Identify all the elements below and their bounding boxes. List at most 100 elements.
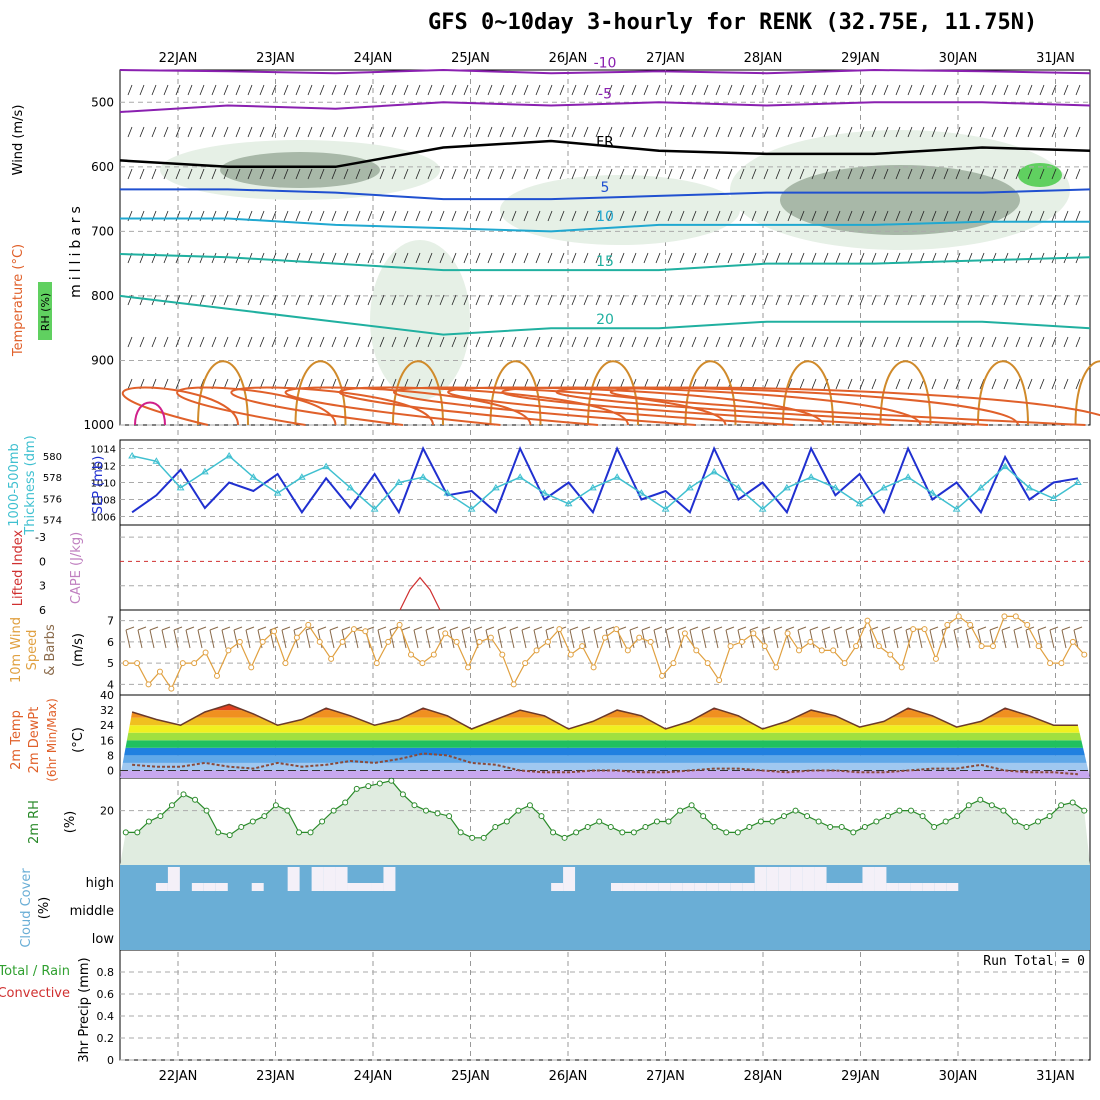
wind-barb — [199, 168, 205, 180]
wind-barb — [415, 210, 421, 222]
cloud-gap-bar — [203, 883, 216, 891]
wind-barb — [571, 84, 577, 96]
rh-point — [723, 829, 730, 836]
ylabel-2m-temp: 2m Temp — [9, 710, 24, 770]
wind-barb — [1015, 168, 1021, 180]
wind-barb-10m — [329, 626, 339, 631]
wind-barb-10m — [701, 626, 711, 631]
rh-point — [503, 818, 510, 825]
wind-barb — [391, 336, 397, 348]
wind-barb — [703, 84, 709, 96]
wind-barb — [679, 294, 685, 306]
wind-point — [122, 660, 129, 667]
wind-barb-10m — [869, 629, 875, 649]
wind-barb — [1003, 252, 1009, 264]
wind-barb — [607, 294, 613, 306]
rh-point — [873, 818, 880, 825]
wind-barb — [1051, 126, 1057, 138]
wind-barb — [1015, 210, 1021, 222]
wind-barb — [787, 210, 793, 222]
wind-barb-10m — [509, 629, 515, 649]
isotherm-line — [120, 188, 1091, 201]
wind-point — [830, 647, 837, 654]
thickness-point — [976, 483, 985, 491]
thickness-point — [734, 483, 743, 491]
wind-barb-10m — [893, 626, 903, 631]
wind-barb — [1039, 168, 1045, 180]
wind-barb — [523, 168, 529, 180]
precip-run-total: Run Total = 0 — [983, 954, 1085, 969]
rh-point — [423, 807, 430, 814]
wind-barb — [367, 210, 373, 222]
wind-barb — [355, 168, 361, 180]
wind-barb — [1015, 84, 1021, 96]
rh-tick-label: 20 — [100, 805, 114, 818]
wind-barb — [547, 168, 553, 180]
wind-barb-10m — [125, 626, 135, 631]
rh-point — [249, 818, 256, 825]
wind-point — [944, 621, 951, 628]
wind-barb — [1051, 210, 1057, 222]
rh-point — [619, 829, 626, 836]
li-tick-label: 0 — [39, 555, 46, 568]
wind-barb — [919, 210, 925, 222]
wind-barb — [667, 84, 673, 96]
wind-barb-10m — [401, 626, 411, 631]
ylabel-rh: RH (%) — [39, 293, 52, 331]
wind-barb — [835, 378, 841, 390]
wind-barb — [403, 168, 409, 180]
wind-point — [921, 626, 928, 633]
thickness-point — [904, 473, 913, 480]
wind-barb — [775, 378, 781, 390]
pressure-tick-label: 500 — [91, 95, 114, 109]
rh-point — [827, 823, 834, 830]
wind-barb — [631, 126, 637, 138]
wind-barb — [775, 126, 781, 138]
wind-barb — [319, 84, 325, 96]
wind-barb — [691, 210, 697, 222]
wind-barb-10m — [665, 629, 671, 649]
wind-barb-10m — [881, 626, 891, 631]
wind-barb — [739, 210, 745, 222]
wind-barb — [367, 252, 373, 264]
rh-point — [515, 807, 522, 814]
wind-barb — [607, 84, 613, 96]
rh-point — [1000, 807, 1007, 814]
wind-barb — [499, 252, 505, 264]
wind-point — [499, 651, 506, 658]
wind-barb — [379, 84, 385, 96]
wind-barb-10m — [341, 626, 351, 631]
wind-barb — [391, 126, 397, 138]
wind-barb — [655, 252, 661, 264]
wind-barb — [631, 168, 637, 180]
wind-barb — [931, 126, 937, 138]
rh-point — [122, 829, 129, 836]
wind-barb-10m — [593, 626, 603, 631]
wind-point — [453, 638, 460, 645]
wind-barb — [679, 84, 685, 96]
wind-barb — [1027, 168, 1033, 180]
wind-barb — [859, 210, 865, 222]
legend-convective: Convective — [0, 986, 70, 1001]
bottom-date-label: 31JAN — [1036, 1069, 1075, 1084]
wind-barb — [703, 210, 709, 222]
wind-barb — [151, 336, 157, 348]
wind-barb — [487, 168, 493, 180]
rh-point — [319, 818, 326, 825]
wind-barb — [523, 210, 529, 222]
wind-barb-10m — [929, 629, 935, 649]
wind-point — [1001, 613, 1008, 620]
wind-barb — [1003, 84, 1009, 96]
wind-barb — [859, 294, 865, 306]
wind-point — [647, 638, 654, 645]
wind-barb-10m — [1001, 626, 1011, 631]
wind-barb — [175, 336, 181, 348]
precip-tick-label: 0.4 — [97, 1010, 115, 1023]
wind-barb — [811, 294, 817, 306]
wind-barb-10m — [389, 626, 399, 631]
wind-barb — [1051, 168, 1057, 180]
isotherm-label: 5 — [601, 180, 610, 196]
wind-barb — [379, 210, 385, 222]
cloud-gap-bar — [658, 883, 671, 891]
temp-tick-label: 40 — [100, 689, 114, 702]
